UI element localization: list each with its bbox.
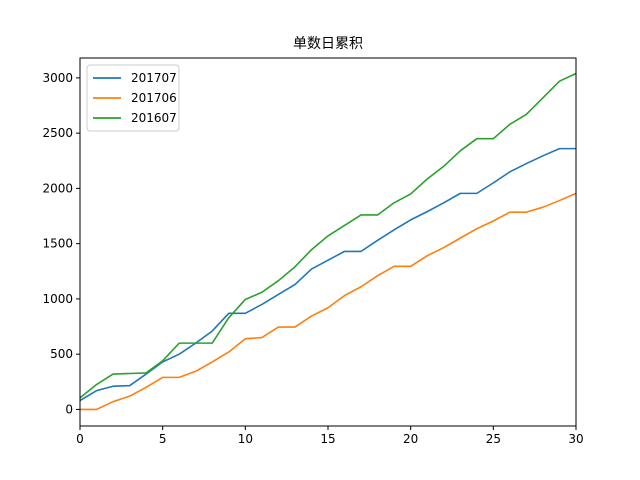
x-tick-label: 15	[320, 432, 335, 446]
series-line-201707	[79, 147, 576, 402]
y-tick-label: 1000	[42, 292, 73, 306]
x-tick-label: 30	[568, 432, 583, 446]
y-tick-label: 2000	[42, 181, 73, 195]
y-tick-label: 3000	[42, 71, 73, 85]
legend-box	[86, 64, 180, 132]
legend-label-201707: 201707	[131, 71, 177, 85]
legend-label-201706: 201706	[131, 91, 177, 105]
legend-label-201607: 201607	[131, 111, 177, 125]
y-tick-label: 0	[65, 402, 73, 416]
x-tick-label: 0	[76, 432, 84, 446]
x-axis: 0 5 10 15 20 25 30	[76, 426, 584, 446]
x-tick-label: 20	[403, 432, 418, 446]
chart-title: 单数日累积	[293, 36, 363, 52]
plot-lines	[79, 72, 577, 411]
x-tick-label: 5	[159, 432, 167, 446]
x-tick-label: 25	[486, 432, 501, 446]
y-tick-label: 2500	[42, 126, 73, 140]
legend: 201707 201706 201607	[86, 64, 180, 132]
y-tick-label: 500	[50, 347, 73, 361]
series-line-201607	[79, 72, 577, 399]
x-tick-label: 10	[238, 432, 253, 446]
y-axis: 0 500 1000 1500 2000 2500 3000	[42, 71, 80, 416]
series-line-201706	[80, 192, 577, 411]
y-tick-label: 1500	[42, 237, 73, 251]
